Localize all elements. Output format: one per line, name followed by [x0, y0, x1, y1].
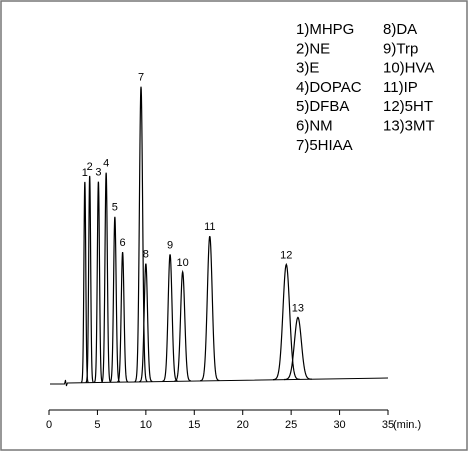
x-tick-label: 35: [382, 419, 394, 431]
x-axis-label: (min.): [393, 419, 421, 431]
legend-entry: 13)3MT: [383, 117, 435, 134]
legend-entry: 12)5HT: [383, 98, 433, 115]
legend-entry: 2)NE: [296, 40, 330, 57]
baseline: [50, 377, 389, 387]
peak: [139, 263, 153, 383]
peak-label: 7: [138, 72, 144, 84]
legend-entry: 3)E: [296, 60, 319, 77]
x-tick-label: 15: [188, 419, 200, 431]
peak: [284, 316, 312, 381]
legend-entry: 9)Trp: [383, 40, 418, 57]
peak: [85, 175, 94, 383]
legend-entry: 6)NM: [296, 117, 333, 134]
peak-label: 1: [82, 167, 88, 179]
legend-entry: 11)IP: [383, 79, 418, 96]
peak-label: 13: [292, 302, 304, 314]
peak-label: 6: [120, 237, 126, 249]
peak-label: 3: [95, 167, 101, 179]
peak-label: 8: [143, 248, 149, 260]
legend-entry: 5)DFBA: [296, 98, 349, 115]
peak-label: 9: [167, 239, 173, 251]
peak-label: 5: [112, 202, 118, 214]
peak: [101, 172, 112, 383]
peak: [200, 235, 220, 382]
legend-entry: 10)HVA: [383, 60, 434, 77]
peak: [162, 254, 178, 382]
peak: [109, 216, 121, 383]
legend-entry: 4)DOPAC: [296, 79, 362, 96]
legend-entry: 8)DA: [383, 21, 417, 38]
peak-label: 11: [204, 221, 215, 233]
legend-entry: 7)5HIAA: [296, 137, 353, 154]
x-tick-label: 0: [46, 419, 52, 431]
x-tick-label: 25: [285, 419, 297, 431]
peak-label: 2: [87, 161, 93, 173]
peak: [134, 86, 148, 383]
x-tick-label: 30: [333, 419, 345, 431]
peak: [272, 262, 300, 381]
peak-label: 12: [280, 249, 292, 261]
x-tick-label: 20: [237, 419, 249, 431]
peak: [174, 269, 192, 382]
peak: [93, 181, 103, 383]
peak-label: 10: [177, 257, 189, 269]
x-tick-label: 10: [140, 419, 152, 431]
x-tick-label: 5: [94, 419, 100, 431]
legend-entry: 1)MHPG: [296, 21, 354, 38]
peak-label: 4: [103, 158, 109, 170]
peak: [117, 252, 129, 383]
